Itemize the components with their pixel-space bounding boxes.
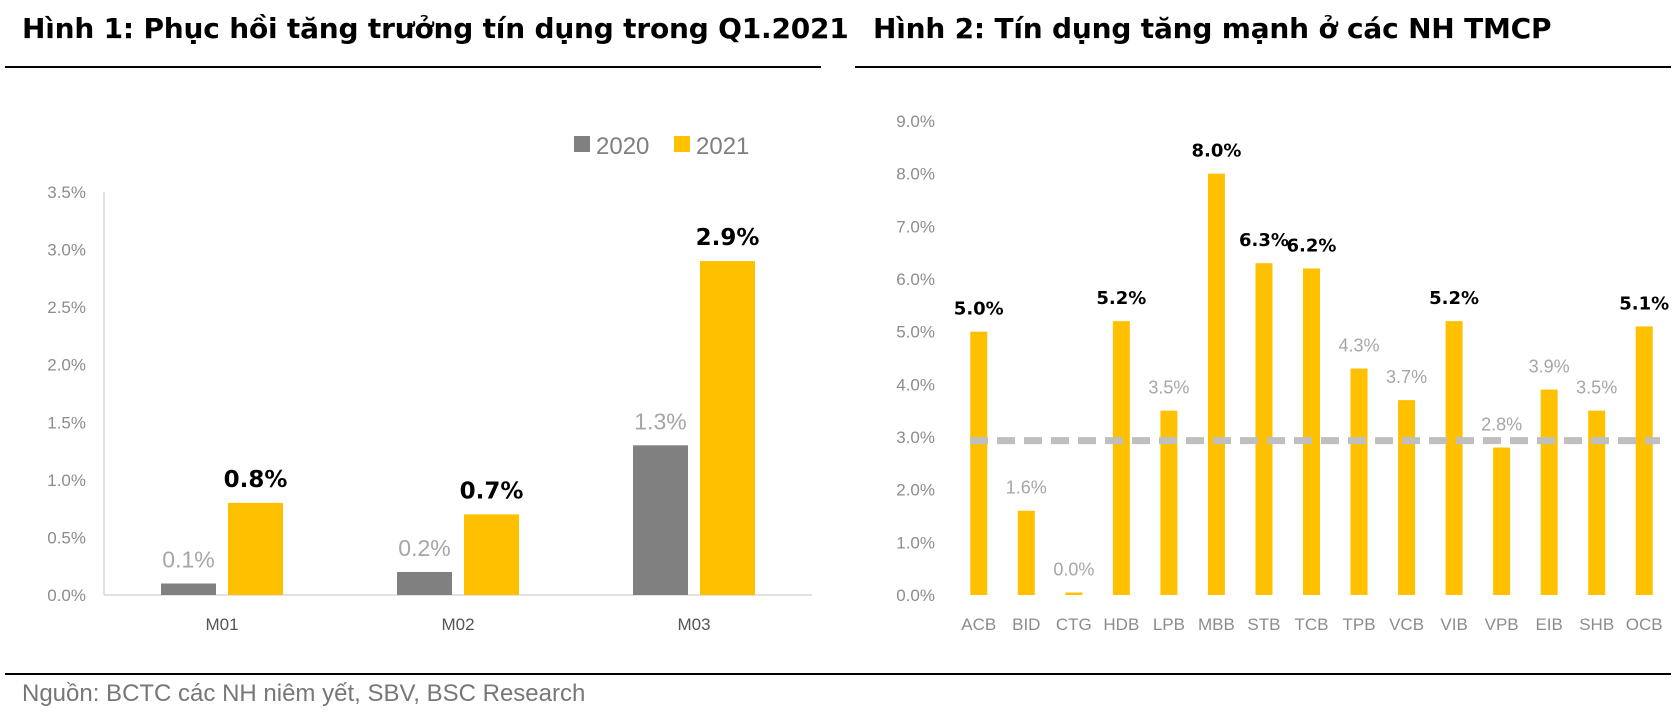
chart-1-data-label-2021-M02: 0.7% bbox=[460, 478, 524, 504]
chart-2-data-label-TCB: 6.2% bbox=[1287, 235, 1337, 256]
chart-2-data-label-ACB: 5.0% bbox=[954, 299, 1004, 320]
chart-1-y-tick-label: 1.5% bbox=[47, 413, 86, 432]
chart-1-bar-2020-M01 bbox=[161, 583, 216, 595]
chart-2-x-tick-label: VPB bbox=[1485, 615, 1519, 634]
chart-1-y-tick-label: 2.5% bbox=[47, 298, 86, 317]
figure-1-title-rule bbox=[5, 66, 821, 68]
chart-2-data-label-VIB: 5.2% bbox=[1429, 288, 1479, 309]
chart-2-data-label-CTG: 0.0% bbox=[1053, 560, 1094, 580]
chart-2-x-tick-label: TCB bbox=[1295, 615, 1329, 634]
chart-2-x-tick-label: LPB bbox=[1153, 615, 1185, 634]
chart-1-credit-growth-monthly: 0.0% 0.5% 1.0% 1.5% 2.0% 2.5% 3.0% 3.5% M01 0.1% 0… bbox=[47, 133, 812, 634]
chart-2-bar-HDB bbox=[1112, 321, 1130, 595]
chart-2-x-tick-label: VIB bbox=[1440, 615, 1467, 634]
chart-2-y-tick-label: 3.0% bbox=[896, 428, 935, 447]
chart-2-x-tick-label: TPB bbox=[1343, 615, 1376, 634]
chart-2-bar-OCB bbox=[1635, 326, 1653, 595]
chart-1-legend-swatch-2020 bbox=[574, 136, 590, 152]
chart-1-x-tick-label: M01 bbox=[205, 615, 238, 634]
source-rule bbox=[5, 673, 1671, 675]
chart-2-bar-VPB bbox=[1493, 447, 1511, 595]
chart-1-y-tick-label: 1.0% bbox=[47, 471, 86, 490]
chart-2-y-tick-label: 5.0% bbox=[896, 323, 935, 342]
figure-2-title-rule bbox=[855, 66, 1671, 68]
chart-1-bar-2021-M02 bbox=[464, 514, 519, 595]
chart-2-y-tick-label: 7.0% bbox=[896, 217, 935, 236]
chart-1-legend-label-2020: 2020 bbox=[596, 133, 649, 160]
chart-1-legend-swatch-2021 bbox=[674, 136, 690, 152]
chart-1-bar-2021-M03 bbox=[700, 261, 755, 595]
chart-1-y-tick-label: 3.0% bbox=[47, 241, 86, 260]
chart-2-bar-TPB bbox=[1350, 368, 1368, 595]
chart-1-x-tick-label: M02 bbox=[441, 615, 474, 634]
chart-1-y-tick-label: 2.0% bbox=[47, 356, 86, 375]
chart-2-data-label-LPB: 3.5% bbox=[1148, 378, 1189, 398]
chart-2-x-tick-label: HDB bbox=[1103, 615, 1139, 634]
chart-2-x-tick-label: OCB bbox=[1626, 615, 1663, 634]
chart-2-bar-LPB bbox=[1160, 410, 1178, 595]
chart-2-x-tick-label: VCB bbox=[1389, 615, 1424, 634]
chart-1-y-tick-label: 0.0% bbox=[47, 586, 86, 605]
chart-2-data-label-STB: 6.3% bbox=[1239, 230, 1289, 251]
chart-2-data-label-VCB: 3.7% bbox=[1386, 367, 1427, 387]
chart-2-y-tick-label: 4.0% bbox=[896, 375, 935, 394]
chart-2-x-tick-label: ACB bbox=[961, 615, 996, 634]
chart-2-y-tick-label: 6.0% bbox=[896, 270, 935, 289]
chart-2-bar-EIB bbox=[1540, 389, 1558, 595]
chart-2-credit-growth-by-bank: 0.0% 1.0% 2.0% 3.0% 4.0% 5.0% 6.0% 7.0% 8.0% 9.0%… bbox=[896, 112, 1669, 634]
chart-2-bar-STB bbox=[1255, 263, 1273, 595]
chart-2-bar-CTG bbox=[1065, 592, 1083, 595]
chart-1-data-label-2020-M02: 0.2% bbox=[398, 535, 450, 561]
chart-2-x-tick-label: BID bbox=[1012, 615, 1040, 634]
figure-2-title: Hình 2: Tín dụng tăng mạnh ở các NH TMCP bbox=[873, 12, 1552, 45]
figure-1-title: Hình 1: Phục hồi tăng trưởng tín dụng tr… bbox=[22, 12, 849, 45]
chart-2-x-tick-label: CTG bbox=[1056, 615, 1092, 634]
chart-2-bar-ACB bbox=[970, 331, 988, 595]
chart-1-bar-2020-M03 bbox=[633, 445, 688, 595]
chart-2-x-tick-label: SHB bbox=[1579, 615, 1614, 634]
chart-2-x-tick-label: EIB bbox=[1535, 615, 1562, 634]
chart-2-data-label-BID: 1.6% bbox=[1006, 478, 1047, 498]
chart-1-bar-2021-M01 bbox=[228, 502, 283, 595]
chart-2-y-tick-label: 8.0% bbox=[896, 165, 935, 184]
chart-2-bar-BID bbox=[1017, 510, 1035, 595]
chart-2-bar-VIB bbox=[1445, 321, 1463, 595]
chart-1-legend-label-2021: 2021 bbox=[696, 133, 749, 160]
chart-1-data-label-2020-M01: 0.1% bbox=[162, 546, 214, 572]
chart-2-x-tick-label: STB bbox=[1247, 615, 1280, 634]
chart-1-data-label-2021-M01: 0.8% bbox=[224, 467, 288, 493]
chart-2-data-label-HDB: 5.2% bbox=[1096, 288, 1146, 309]
chart-2-bar-TCB bbox=[1303, 268, 1320, 595]
chart-1-data-label-2021-M03: 2.9% bbox=[696, 225, 760, 251]
chart-2-x-tick-label: MBB bbox=[1198, 615, 1235, 634]
chart-2-y-tick-label: 2.0% bbox=[896, 481, 935, 500]
chart-1-data-label-2020-M03: 1.3% bbox=[634, 408, 686, 434]
chart-2-data-label-VPB: 2.8% bbox=[1481, 415, 1522, 435]
chart-2-data-label-TPB: 4.3% bbox=[1339, 336, 1380, 356]
chart-1-y-tick-label: 3.5% bbox=[47, 183, 86, 202]
chart-2-bar-SHB bbox=[1588, 410, 1606, 595]
chart-2-data-label-MBB: 8.0% bbox=[1191, 141, 1241, 162]
chart-2-data-label-SHB: 3.5% bbox=[1576, 378, 1617, 398]
source-note: Nguồn: BCTC các NH niêm yết, SBV, BSC Re… bbox=[22, 680, 586, 707]
chart-2-data-label-EIB: 3.9% bbox=[1529, 357, 1570, 377]
chart-2-bar-MBB bbox=[1207, 173, 1225, 595]
chart-2-y-tick-label: 1.0% bbox=[896, 533, 935, 552]
chart-2-y-tick-label: 9.0% bbox=[896, 112, 935, 131]
chart-2-y-tick-label: 0.0% bbox=[896, 586, 935, 605]
chart-1-y-tick-label: 0.5% bbox=[47, 528, 86, 547]
chart-2-bar-VCB bbox=[1398, 400, 1416, 595]
chart-1-bar-2020-M02 bbox=[397, 571, 452, 595]
chart-1-x-tick-label: M03 bbox=[677, 615, 710, 634]
chart-2-data-label-OCB: 5.1% bbox=[1619, 293, 1669, 314]
